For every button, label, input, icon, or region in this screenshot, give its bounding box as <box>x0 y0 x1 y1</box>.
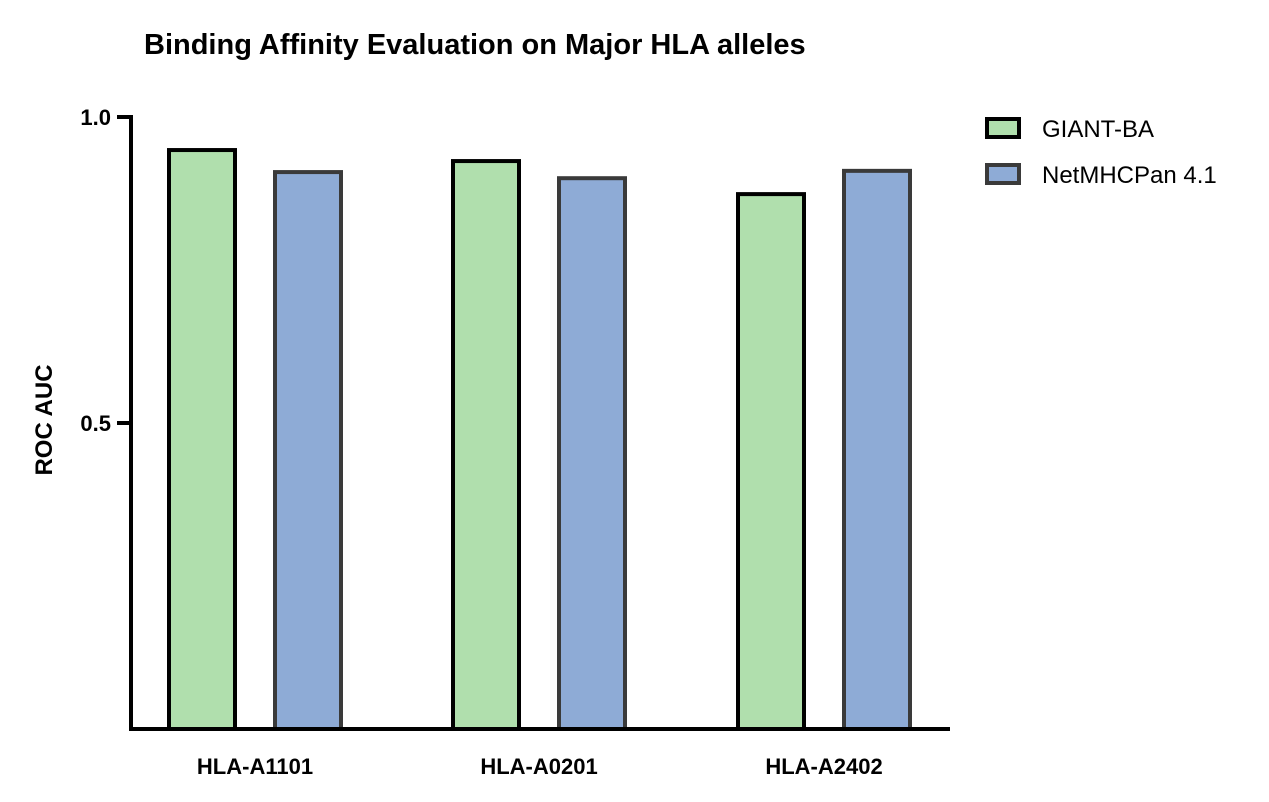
x-tick-label: HLA-A2402 <box>765 754 882 779</box>
bar-hla-a1101-series-1 <box>167 148 237 732</box>
y-tick-label: 1.0 <box>80 105 111 130</box>
chart-title: Binding Affinity Evaluation on Major HLA… <box>144 29 806 61</box>
x-tick-label: HLA-A0201 <box>480 754 597 779</box>
bar-hla-a0201-series-2 <box>557 176 627 731</box>
bar-hla-a2402-series-2 <box>842 168 912 731</box>
bar-hla-a2402-series-1 <box>736 192 806 731</box>
x-tick-label: HLA-A1101 <box>197 754 313 779</box>
bars-layer <box>167 148 912 732</box>
legend-swatch <box>985 163 1021 185</box>
legend-label: NetMHCPan 4.1 <box>1042 162 1217 189</box>
legend-label: GIANT-BA <box>1042 116 1154 143</box>
y-tick-label: 0.5 <box>80 411 111 436</box>
legend: GIANT-BA NetMHCPan 4.1 <box>985 116 1217 189</box>
bar-hla-a1101-series-2 <box>273 170 343 731</box>
legend-swatch <box>985 117 1021 139</box>
bar-hla-a0201-series-1 <box>451 159 521 731</box>
axes-layer: HLA-A1101 HLA-A0201 HLA-A2402 1.0 0.5 <box>80 105 950 779</box>
y-axis-title: ROC AUC <box>31 364 58 475</box>
